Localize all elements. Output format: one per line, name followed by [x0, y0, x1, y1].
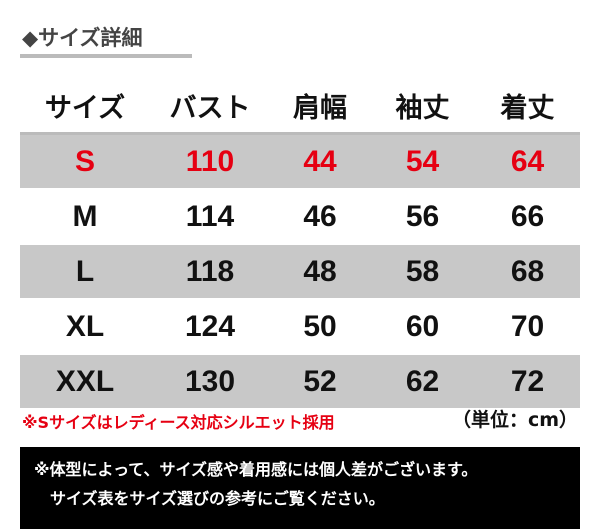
cell-shoulder: 46	[303, 199, 337, 233]
header-shoulder: 肩幅	[293, 92, 347, 124]
cell-bust: 114	[185, 199, 235, 233]
cell-length: 70	[510, 309, 545, 343]
cell-size: L	[20, 244, 150, 299]
table-row: S 110 44 54 64	[20, 133, 580, 189]
cell-length: 72	[475, 354, 580, 409]
header-bust: バスト	[169, 92, 251, 124]
cell-shoulder: 52	[270, 354, 370, 409]
table-row: XL 124 50 60 70	[20, 299, 580, 354]
table-row: XXL 130 52 62 72	[20, 354, 580, 409]
table-row: M 114 46 56 66	[20, 189, 580, 244]
size-note: ※Sサイズはレディース対応シルエット採用	[22, 413, 335, 432]
cell-length: 68	[475, 244, 580, 299]
cell-bust: 110	[150, 133, 270, 189]
cell-length: 64	[475, 133, 580, 189]
cell-sleeve: 62	[370, 354, 475, 409]
table-row: L 118 48 58 68	[20, 244, 580, 299]
table-header-row: サイズ バスト 肩幅 袖丈 着丈	[20, 78, 580, 134]
cell-size: M	[72, 199, 98, 233]
header-sleeve: 袖丈	[395, 92, 450, 124]
cell-size: XL	[65, 309, 105, 343]
cell-bust: 130	[150, 354, 270, 409]
cell-sleeve: 58	[370, 244, 475, 299]
disclaimer-line-1: ※体型によって、サイズ感や着用感には個人差がございます。	[34, 460, 478, 479]
cell-shoulder: 50	[303, 309, 337, 343]
header-length: 着丈	[500, 92, 555, 124]
cell-sleeve: 56	[405, 199, 440, 233]
section-title: ◆サイズ詳細	[22, 26, 143, 50]
unit-label: （単位：cm）	[451, 409, 578, 431]
header-size: サイズ	[44, 92, 126, 124]
cell-size: XXL	[20, 354, 150, 409]
cell-sleeve: 54	[370, 133, 475, 189]
disclaimer-line-2: サイズ表をサイズ選びの参考にご覧ください。	[50, 489, 385, 508]
cell-bust: 124	[184, 309, 236, 343]
cell-shoulder: 48	[270, 244, 370, 299]
cell-shoulder: 44	[270, 133, 370, 189]
cell-length: 66	[510, 199, 545, 233]
cell-sleeve: 60	[405, 309, 440, 343]
cell-bust: 118	[150, 244, 270, 299]
title-underline	[20, 54, 192, 58]
size-table: サイズ バスト 肩幅 袖丈 着丈 S 110 44 54 64 M 114 46…	[20, 78, 580, 410]
disclaimer-box: ※体型によって、サイズ感や着用感には個人差がございます。 サイズ表をサイズ選びの…	[20, 447, 580, 529]
cell-size: S	[20, 133, 150, 189]
